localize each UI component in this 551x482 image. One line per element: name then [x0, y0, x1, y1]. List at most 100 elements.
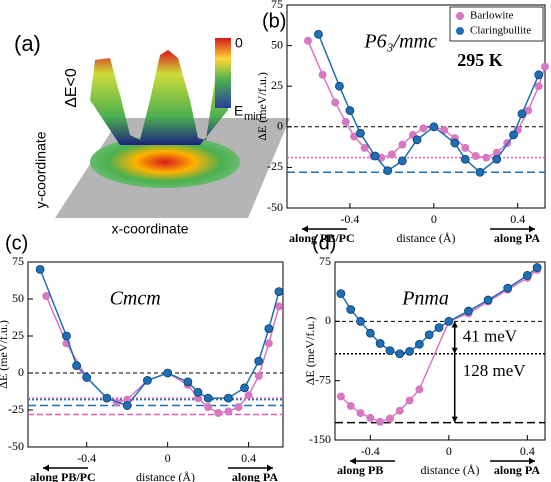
- data-point: [523, 271, 531, 279]
- data-point: [461, 144, 469, 152]
- data-point: [366, 329, 374, 337]
- direction-label: along PA: [232, 470, 278, 482]
- data-point: [357, 409, 365, 417]
- y-axis-label: ΔE (meV/f.u.): [303, 317, 317, 386]
- data-point: [241, 384, 249, 392]
- data-point: [73, 362, 81, 370]
- data-point: [62, 332, 70, 340]
- data-point: [255, 372, 263, 380]
- y-axis-label: ΔE (meV/f.u.): [255, 72, 269, 141]
- x-tick-label: 0.4: [241, 451, 256, 465]
- data-point: [245, 391, 253, 399]
- data-point: [376, 339, 384, 347]
- direction-label: along PA: [494, 463, 540, 477]
- y-label: y-coordinate: [33, 131, 49, 208]
- data-point: [335, 82, 343, 90]
- data-point: [484, 296, 492, 304]
- panel-label: (b): [262, 10, 286, 32]
- energy-label: 41 meV: [463, 326, 518, 345]
- panel-label: (a): [14, 31, 41, 56]
- data-point: [388, 150, 396, 158]
- energy-label: 128 meV: [463, 361, 527, 380]
- data-point: [396, 350, 404, 358]
- direction-label: along PB: [337, 463, 383, 477]
- panel-label: (c): [5, 232, 28, 254]
- y-tick-label: -50: [267, 200, 283, 214]
- annotation: Cmcm: [110, 288, 161, 310]
- y-tick-label: -25: [267, 159, 283, 173]
- data-point: [83, 373, 91, 381]
- data-point: [472, 152, 480, 160]
- data-point: [331, 98, 339, 106]
- x-tick-label: 0.4: [510, 212, 525, 226]
- data-point: [304, 37, 312, 45]
- y-tick-label: 25: [271, 78, 283, 92]
- y-tick-label: -50: [8, 439, 24, 453]
- y-axis-label: ΔE (meV/f.u.): [0, 320, 10, 389]
- legend-marker: [456, 12, 464, 20]
- data-point: [224, 407, 232, 415]
- y-tick-label: -25: [8, 402, 24, 416]
- x-axis-label: distance (Å): [136, 470, 195, 482]
- y-tick-label: -150: [309, 432, 331, 446]
- data-point: [518, 110, 526, 118]
- data-point: [194, 388, 202, 396]
- annotation: P6₃/mmc: [363, 31, 437, 53]
- y-tick-label: 75: [271, 0, 283, 11]
- data-point: [234, 403, 242, 411]
- data-point: [204, 403, 212, 411]
- data-point: [415, 340, 423, 348]
- x-tick-label: 0.4: [520, 444, 535, 458]
- panel-a: (a) 0 E min ΔE<0 y-coordinate x-coordina…: [14, 31, 290, 237]
- x-axis-label: distance (Å): [421, 463, 480, 477]
- z-label: ΔE<0: [63, 68, 80, 108]
- temperature: 295 K: [457, 50, 503, 70]
- data-point: [493, 155, 501, 163]
- y-tick-label: 25: [12, 328, 24, 342]
- data-point: [214, 409, 222, 417]
- data-point: [386, 415, 394, 423]
- x-tick-label: 0: [165, 451, 171, 465]
- data-point: [366, 414, 374, 422]
- data-point: [384, 167, 392, 175]
- data-point: [510, 131, 518, 139]
- data-point: [435, 324, 443, 332]
- data-point: [406, 396, 414, 404]
- data-point: [164, 369, 172, 377]
- data-point: [36, 265, 44, 273]
- data-point: [346, 107, 354, 115]
- data-point: [143, 376, 151, 384]
- direction-label: along PA: [494, 231, 540, 245]
- data-point: [357, 317, 365, 325]
- data-point: [184, 378, 192, 386]
- figure: (a) 0 E min ΔE<0 y-coordinate x-coordina…: [0, 0, 551, 482]
- data-point: [347, 305, 355, 313]
- data-point: [275, 288, 283, 296]
- data-point: [533, 264, 541, 272]
- data-point: [337, 290, 345, 298]
- data-point: [396, 407, 404, 415]
- data-point: [319, 71, 327, 79]
- data-point: [398, 141, 406, 149]
- data-point: [347, 402, 355, 410]
- data-point: [337, 392, 345, 400]
- data-point: [425, 331, 433, 339]
- y-tick-label: 0: [18, 365, 24, 379]
- y-tick-label: 50: [12, 291, 24, 305]
- direction-label: along PB/PC: [30, 470, 96, 482]
- data-point: [413, 136, 421, 144]
- colorbar: [215, 38, 231, 108]
- data-point: [386, 347, 394, 355]
- data-point: [265, 339, 273, 347]
- x-tick-label: -0.4: [361, 444, 380, 458]
- y-tick-label: 75: [12, 254, 24, 268]
- y-tick-label: 50: [271, 37, 283, 51]
- series-line: [46, 296, 279, 413]
- data-point: [419, 124, 427, 132]
- y-tick-label: 0: [277, 119, 283, 133]
- x-label: x-coordinate: [111, 221, 188, 237]
- data-point: [371, 152, 379, 160]
- data-point: [204, 394, 212, 402]
